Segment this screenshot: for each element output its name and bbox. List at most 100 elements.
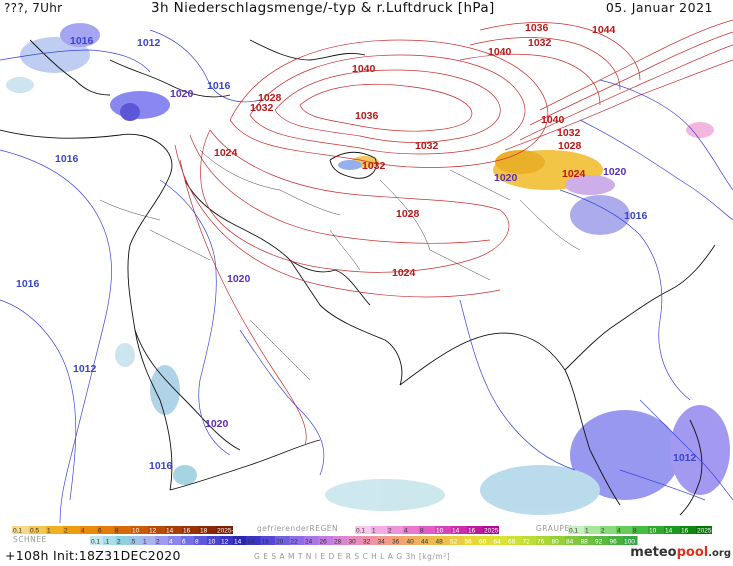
legend-rain-swatch <box>148 526 165 534</box>
legend-total-value: 32 <box>363 539 371 546</box>
brand-part-b: pool <box>676 545 709 560</box>
legend-freezing-swatch <box>387 526 403 534</box>
legend-graupel-scale: 0.1 1 2 4 8 10 14 16 2025+ <box>568 526 715 535</box>
legend-freezing-value: 10 <box>436 528 444 535</box>
precip-snow-turkey-core <box>120 103 140 121</box>
legend-total-swatch <box>536 536 551 545</box>
legend-snow-swatch <box>155 536 168 545</box>
legend-rain-scale: 0.1 0.5 1 2 4 6 8 10 12 14 16 18 2025+ <box>12 526 235 535</box>
precip-rain-himalaya-core <box>495 150 545 174</box>
legend-rain-swatch <box>199 526 216 534</box>
precip-freezing-east <box>686 122 714 138</box>
legend-rain-swatch <box>29 526 46 534</box>
isobar-label: 1032 <box>250 102 274 114</box>
legend-rain-swatch <box>114 526 131 534</box>
legend-total-swatch <box>333 536 348 545</box>
legend-total-swatch <box>362 536 377 545</box>
legend-total-swatch <box>492 536 507 545</box>
precipitation-legend: 0.1 0.5 1 2 4 6 8 10 12 14 16 18 2025+ gefrierenderR… <box>0 523 733 566</box>
legend-total-swatch <box>507 536 522 545</box>
isobars-high <box>174 19 733 446</box>
legend-total-scale: 14 18 20 22 24 26 28 30 32 34 36 40 44 48 52 56 60 64 68 72… <box>246 536 638 546</box>
isobar-label: 1024 <box>214 147 238 159</box>
legend-total-value: 28 <box>334 539 342 546</box>
precip-nepal <box>565 175 615 195</box>
isobar-labels: 1016 1012 1016 1020 1016 1028 1032 1024 … <box>16 22 697 472</box>
isobar-label: 1032 <box>415 140 439 152</box>
isobar-label: 1016 <box>149 460 173 472</box>
legend-total-swatch <box>246 536 261 545</box>
legend-rain-value: 6 <box>98 528 102 535</box>
legend-total-value: 24 <box>305 539 313 546</box>
legend-rain-value: 4 <box>81 528 85 535</box>
isobar-label: 1040 <box>541 114 565 126</box>
precip-indian-ocean <box>570 410 680 500</box>
legend-total-swatch <box>289 536 304 545</box>
brand-part-c: .org <box>708 548 731 559</box>
isobar-label: 1020 <box>603 166 627 178</box>
legend-rain-value: 16 <box>183 528 191 535</box>
legend-rain-value: 0.5 <box>30 528 39 535</box>
legend-rain-swatch <box>12 526 29 534</box>
isobar-label: 1012 <box>673 452 697 464</box>
init-time: +108h Init:18Z31DEC2020 <box>5 548 181 563</box>
precip-caspian-blue <box>338 160 362 170</box>
legend-total-swatch <box>579 536 594 545</box>
legend-total-value: 84 <box>566 539 574 546</box>
isobar-label: 1012 <box>137 37 161 49</box>
legend-total-value: 30 <box>349 539 357 546</box>
legend-freezing-value: 1 <box>372 528 376 535</box>
legend-snow-value: 8 <box>195 539 199 546</box>
legend-graupel-value: 2025+ <box>697 528 715 535</box>
brand-logo[interactable]: meteopool.org <box>630 545 731 560</box>
legend-snow-value: 2 <box>156 539 160 546</box>
legend-rain-swatch <box>216 526 233 534</box>
legend-total-value: 96 <box>610 539 618 546</box>
legend-freezing-label: gefrierenderREGEN <box>257 524 338 533</box>
legend-snow-scale: 0.1.1 2.5 1 2 4 6 8 10 12 14 <box>90 536 246 546</box>
legend-total-value: 100 <box>624 539 635 546</box>
legend-rain-swatch <box>97 526 114 534</box>
isobar-label: 1040 <box>488 46 512 58</box>
weather-map: 1016 1012 1016 1020 1016 1028 1032 1024 … <box>0 18 733 523</box>
legend-total-value: 92 <box>595 539 603 546</box>
legend-total-value: 34 <box>378 539 386 546</box>
legend-graupel-swatch <box>664 526 680 534</box>
precip-red-sea <box>150 365 180 415</box>
legend-rain-value: 2025+ <box>217 528 235 535</box>
legend-total-swatch <box>434 536 449 545</box>
legend-snow-swatch <box>168 536 181 545</box>
isobar-label: 1016 <box>624 210 648 222</box>
isobar-label: 1020 <box>205 418 229 430</box>
legend-total-value: 76 <box>537 539 545 546</box>
isobars-low <box>0 29 733 523</box>
legend-freezing-swatch <box>419 526 435 534</box>
isobar-label: 1032 <box>528 37 552 49</box>
legend-graupel-swatch <box>584 526 600 534</box>
isobar-label: 1024 <box>562 168 586 180</box>
isobar-label: 1040 <box>352 63 376 75</box>
legend-freezing-swatch <box>467 526 483 534</box>
legend-snow-swatch <box>103 536 116 545</box>
legend-total-value: 68 <box>508 539 516 546</box>
legend-snow-swatch <box>220 536 233 545</box>
legend-rain-value: 14 <box>166 528 174 535</box>
isobar-label: 1036 <box>525 22 549 34</box>
legend-rain-value: 8 <box>115 528 119 535</box>
legend-freezing-value: 16 <box>468 528 476 535</box>
legend-graupel-swatch <box>600 526 616 534</box>
legend-total-swatch <box>347 536 362 545</box>
legend-total-swatch <box>420 536 435 545</box>
legend-total-swatch <box>608 536 623 545</box>
legend-freezing-swatch <box>483 526 499 534</box>
legend-snow-swatch <box>194 536 207 545</box>
legend-graupel-value: 10 <box>649 528 657 535</box>
legend-rain-swatch <box>165 526 182 534</box>
isobar-label: 1016 <box>207 80 231 92</box>
legend-rain-swatch <box>131 526 148 534</box>
isobar-label: 1036 <box>355 110 379 122</box>
legend-graupel-value: 2 <box>601 528 605 535</box>
legend-graupel-swatch <box>680 526 696 534</box>
legend-total-value: 26 <box>320 539 328 546</box>
legend-freezing-value: 8 <box>420 528 424 535</box>
